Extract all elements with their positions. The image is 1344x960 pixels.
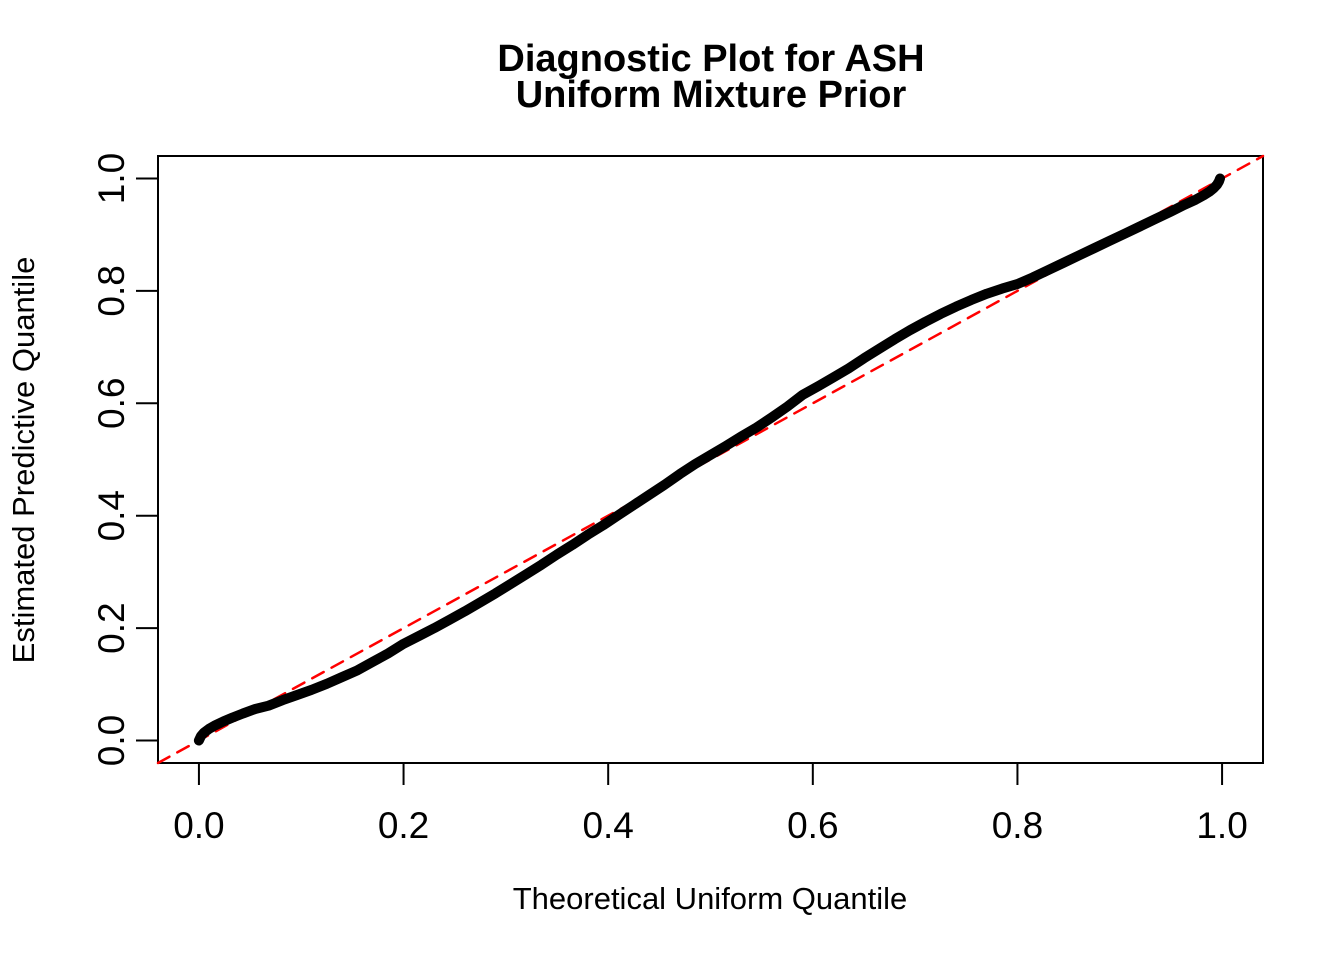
x-axis: 0.0 0.2 0.4 0.6 0.8 1.0 — [173, 763, 1248, 846]
y-axis-label: Estimated Predictive Quantile — [6, 257, 41, 664]
plot-box — [157, 155, 1264, 764]
y-tick-label: 0.4 — [91, 490, 132, 541]
plot-series-layer — [156, 154, 1265, 765]
chart-title-line-2: Uniform Mixture Prior — [516, 74, 907, 116]
x-tick-label: 0.6 — [787, 805, 838, 846]
y-axis: 0.0 0.2 0.4 0.6 0.8 1.0 — [91, 153, 158, 766]
chart-title-line-1: Diagnostic Plot for ASH — [497, 38, 924, 80]
estimated-predictive-quantiles — [193, 173, 1225, 746]
x-tick-label: 0.8 — [992, 805, 1043, 846]
identity-reference-line — [156, 154, 1265, 765]
x-tick-label: 0.2 — [378, 805, 429, 846]
x-axis-label: Theoretical Uniform Quantile — [513, 881, 908, 916]
y-tick-label: 0.2 — [91, 602, 132, 653]
y-tick-label: 0.0 — [91, 715, 132, 766]
x-tick-label: 0.4 — [582, 805, 633, 846]
y-tick-label: 0.8 — [91, 265, 132, 316]
x-tick-label: 0.0 — [173, 805, 224, 846]
y-tick-label: 0.6 — [91, 378, 132, 429]
x-tick-label: 1.0 — [1196, 805, 1247, 846]
y-tick-label: 1.0 — [91, 153, 132, 204]
